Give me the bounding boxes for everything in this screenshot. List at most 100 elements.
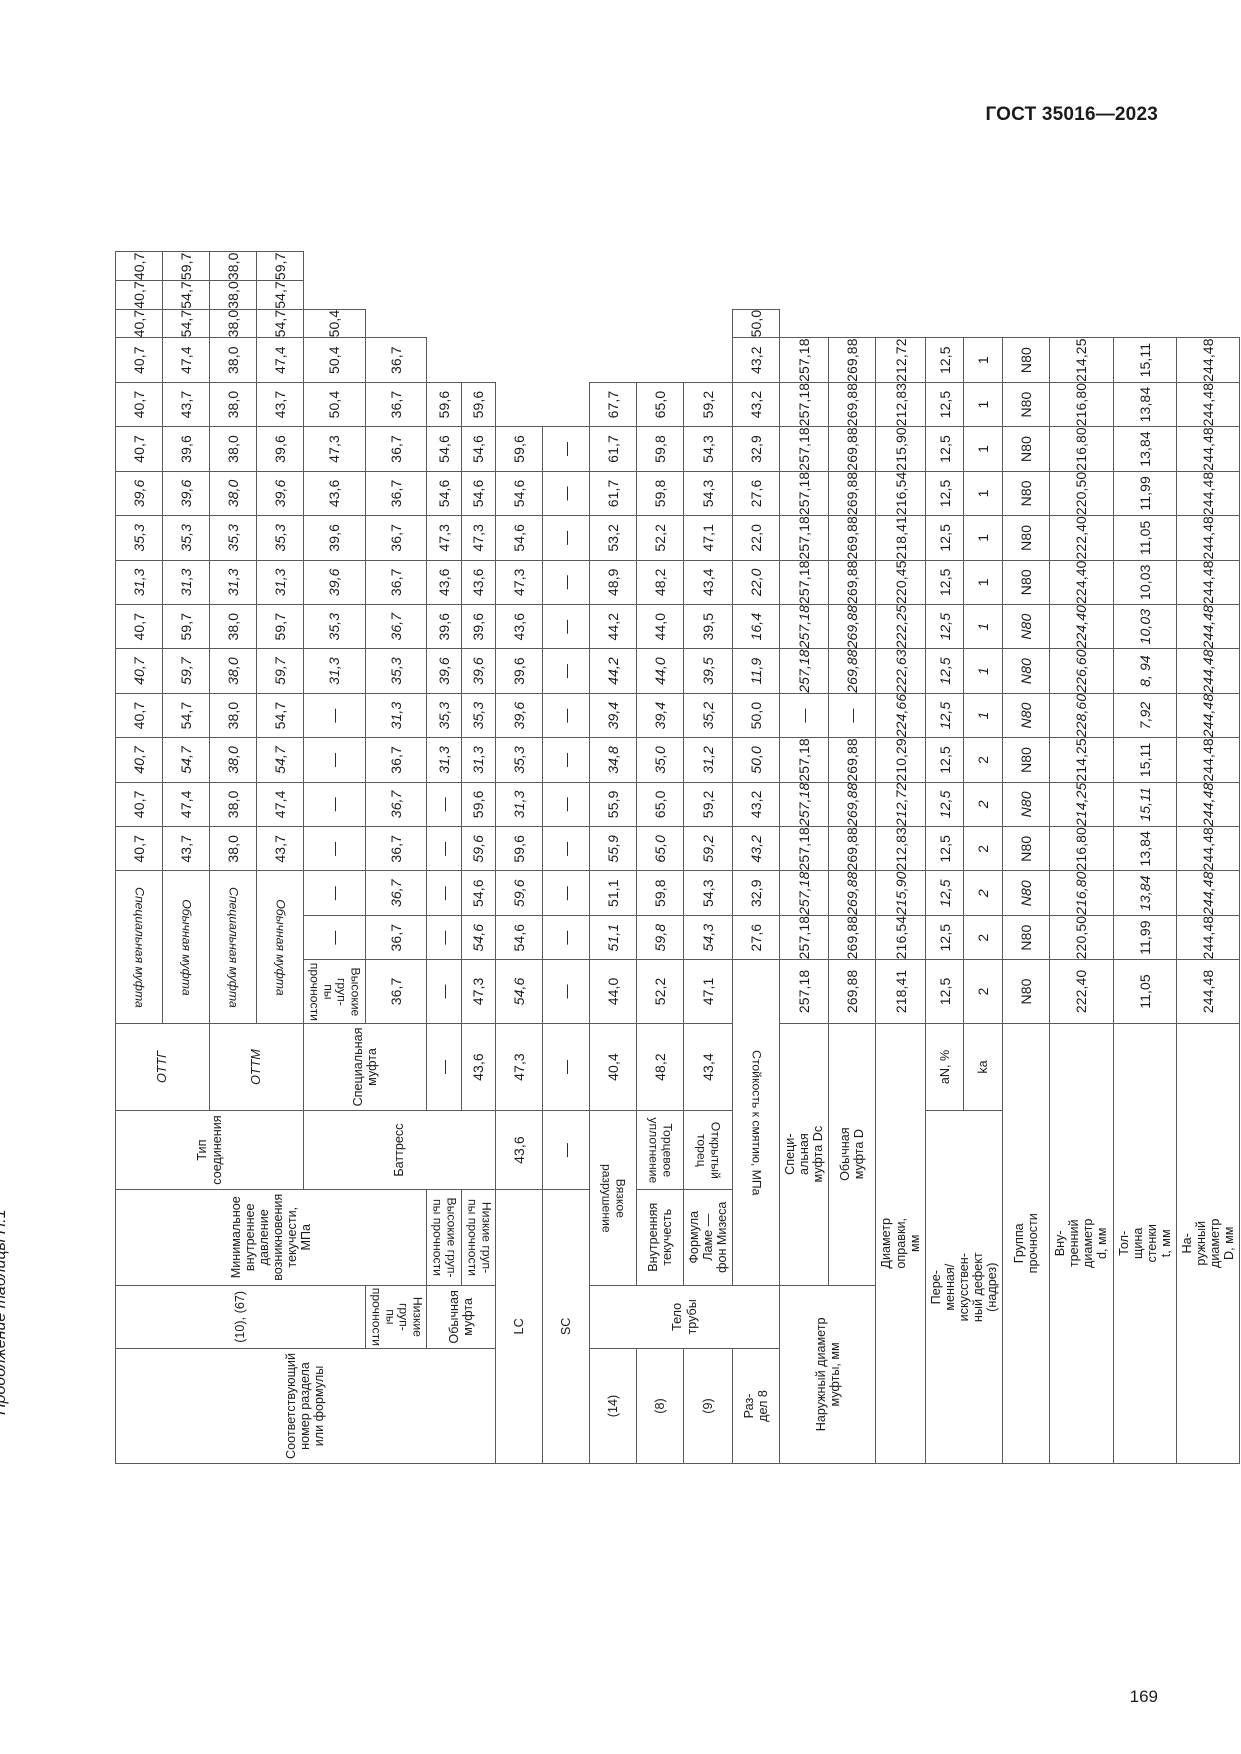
lc-r3: 54,6 — [495, 959, 543, 1024]
table-row: Обычная муфта Высокие груп-пы прочности — — —… — [426, 252, 496, 1464]
coupling-dc-r6: 257,18 — [779, 737, 829, 783]
viscous-r13: 61,7 — [589, 471, 637, 516]
ottm-special-r3: 38,0 — [209, 737, 257, 783]
ottg-special-r13: 40,7 — [115, 309, 163, 338]
coupling-d-r10: 269,88 — [828, 560, 876, 605]
aN-r14: 12,5 — [925, 382, 964, 427]
battress-reg-high-label: Высокие груп-пы прочности — [430, 1197, 459, 1278]
ottg-special-r6: 40,7 — [115, 604, 163, 649]
wall-thickness-r13: 13,84 — [1113, 426, 1177, 472]
open-end-r12: 47,1 — [683, 515, 733, 561]
razdel-8-label: Раз-дел 8 — [742, 1390, 771, 1422]
ottm-regular-r5: 59,7 — [256, 648, 304, 694]
table-row: (8) Внутренняя текучесть Торцевое уплотнение… — [636, 252, 684, 1464]
battress-regular-coupling: Обычная муфта — [426, 1285, 496, 1349]
outer-diameter-r2: 244,48 — [1176, 915, 1240, 960]
aN-r7: 12,5 — [925, 693, 964, 738]
ka-r11: 1 — [963, 515, 1003, 561]
table-row: Группа прочности N80 N80 N80 N80 N80 N80 N80 N80 N… — [1002, 252, 1050, 1464]
battress-special-low-r8: 35,3 — [365, 648, 427, 694]
aN-r5: 12,5 — [925, 782, 964, 827]
battress-regular-low-r11: 43,6 — [461, 560, 496, 605]
mandrel-diameter-label: Диаметр оправки, мм — [879, 1217, 922, 1269]
end-seal-r8: 39,4 — [636, 693, 684, 738]
lc-r9: 39,6 — [495, 693, 543, 738]
outer-diameter-r8: 244,48 — [1176, 648, 1240, 694]
ka-r4: 2 — [963, 826, 1003, 871]
ka-r6: 2 — [963, 737, 1003, 783]
battress-regular-low-r7: 31,3 — [461, 737, 496, 783]
battress-special-high-r5: — — [303, 737, 366, 783]
lc-r5: 59,6 — [495, 870, 543, 916]
coupling-dc-r3: 257,18 — [779, 870, 829, 916]
lc-r14: 54,6 — [495, 471, 543, 516]
ottg-special-r1: 40,7 — [115, 826, 163, 871]
battress-regular-high-r12: 47,3 — [426, 515, 462, 561]
collapse-r8: 16,4 — [732, 604, 780, 649]
collapse-resistance: Стойкость к смятию, МПа — [732, 959, 780, 1286]
ka-header-label: ka — [976, 1060, 991, 1074]
ottm-regular-r15: 59,7 — [256, 251, 304, 281]
aN-r13: 12,5 — [925, 426, 964, 472]
wall-thickness-header: Тол-щина стенки t, мм — [1113, 1023, 1177, 1464]
collapse-r10: 22,0 — [732, 515, 780, 561]
collapse-r2: 32,9 — [732, 870, 780, 916]
aN-header: aN, % — [925, 1023, 964, 1111]
end-seal-r4: 59,8 — [636, 870, 684, 916]
viscous-r6: 55,9 — [589, 782, 637, 827]
open-end-r2: 47,1 — [683, 959, 733, 1024]
ottg-regular-r1: 43,7 — [162, 826, 210, 871]
end-seal-r11: 48,2 — [636, 560, 684, 605]
ottm-regular-r1: 43,7 — [256, 826, 304, 871]
battress-special-high-r4: — — [303, 782, 366, 827]
viscous-r11: 48,9 — [589, 560, 637, 605]
coupling-od-title-label: Наружный диаметр муфты, мм — [813, 1317, 842, 1432]
internal-yield-group-label: Внутренняя текучесть — [645, 1202, 674, 1272]
battress-regular-high-r10: 39,6 — [426, 604, 462, 649]
ottm-regular-r10: 39,6 — [256, 426, 304, 472]
open-end-label: Открытый торец — [695, 1121, 723, 1179]
ottg-special-r7: 31,3 — [115, 560, 163, 605]
viscous-fracture: Вязкое разрушение — [589, 1110, 637, 1286]
end-seal-r15: 65,0 — [636, 382, 684, 427]
ottg-regular-r5: 59,7 — [162, 648, 210, 694]
ottm-regular-r12: 47,4 — [256, 337, 304, 383]
aN-r6: 12,5 — [925, 737, 964, 783]
open-end-r1: 43,4 — [683, 1023, 733, 1111]
ka-r13: 1 — [963, 426, 1003, 472]
sc-group-label: SC — [558, 1317, 573, 1336]
battress-special-high-r14: 50,4 — [303, 337, 366, 383]
inner-diameter-r5: 214,25 — [1049, 782, 1114, 827]
aN-r12: 12,5 — [925, 471, 964, 516]
mandrel-r14: 212,83 — [875, 382, 926, 427]
pipe-body-group: Тело трубы — [589, 1285, 780, 1349]
wall-thickness-r1: 11,05 — [1113, 959, 1177, 1024]
mandrel-diameter: Диаметр оправки, мм — [875, 1023, 926, 1464]
battress-regular-high-r8: 35,3 — [426, 693, 462, 738]
ka-r1: 2 — [963, 959, 1003, 1024]
ka-r8: 1 — [963, 648, 1003, 694]
aN-r10: 12,5 — [925, 560, 964, 605]
collapse-r1: 27,6 — [732, 915, 780, 960]
sc-r7: — — [542, 782, 590, 827]
battress-special-high-r3: — — [303, 826, 366, 871]
ottm-regular-r9: 39,6 — [256, 471, 304, 516]
viscous-r2: 44,0 — [589, 959, 637, 1024]
battress-special-high-r6: — — [303, 693, 366, 738]
coupling-dc-r4: 257,18 — [779, 826, 829, 871]
battress-special-low-r11: 36,7 — [365, 515, 427, 561]
table-row: LC 43,6 47,3 54,6 54,6 59,6 59,6 31,3 35,3 39,6 39… — [495, 252, 543, 1464]
viscous-r1: 40,4 — [589, 1023, 637, 1111]
min-pressure-title-label: Минимальное внутреннее давление возникно… — [228, 1193, 314, 1281]
collapse-r9: 22,0 — [732, 560, 780, 605]
collapse-r12: 32,9 — [732, 426, 780, 472]
min-pressure-title: Минимальное внутреннее давление возникно… — [115, 1189, 427, 1286]
table-continuation-caption: Продолжение таблицы Н.1 — [0, 1209, 9, 1415]
lc-r8: 35,3 — [495, 737, 543, 783]
coupling-dc-r15: 257,18 — [779, 337, 829, 383]
ka-r15: 1 — [963, 337, 1003, 383]
battress-reg-low-label: Низкие груп-пы прочности — [465, 1198, 493, 1276]
coupling-dc-r2: 257,18 — [779, 915, 829, 960]
gost-standard-header: ГОСТ 35016—2023 — [985, 104, 1158, 125]
formula-8-label: (8) — [652, 1398, 667, 1414]
